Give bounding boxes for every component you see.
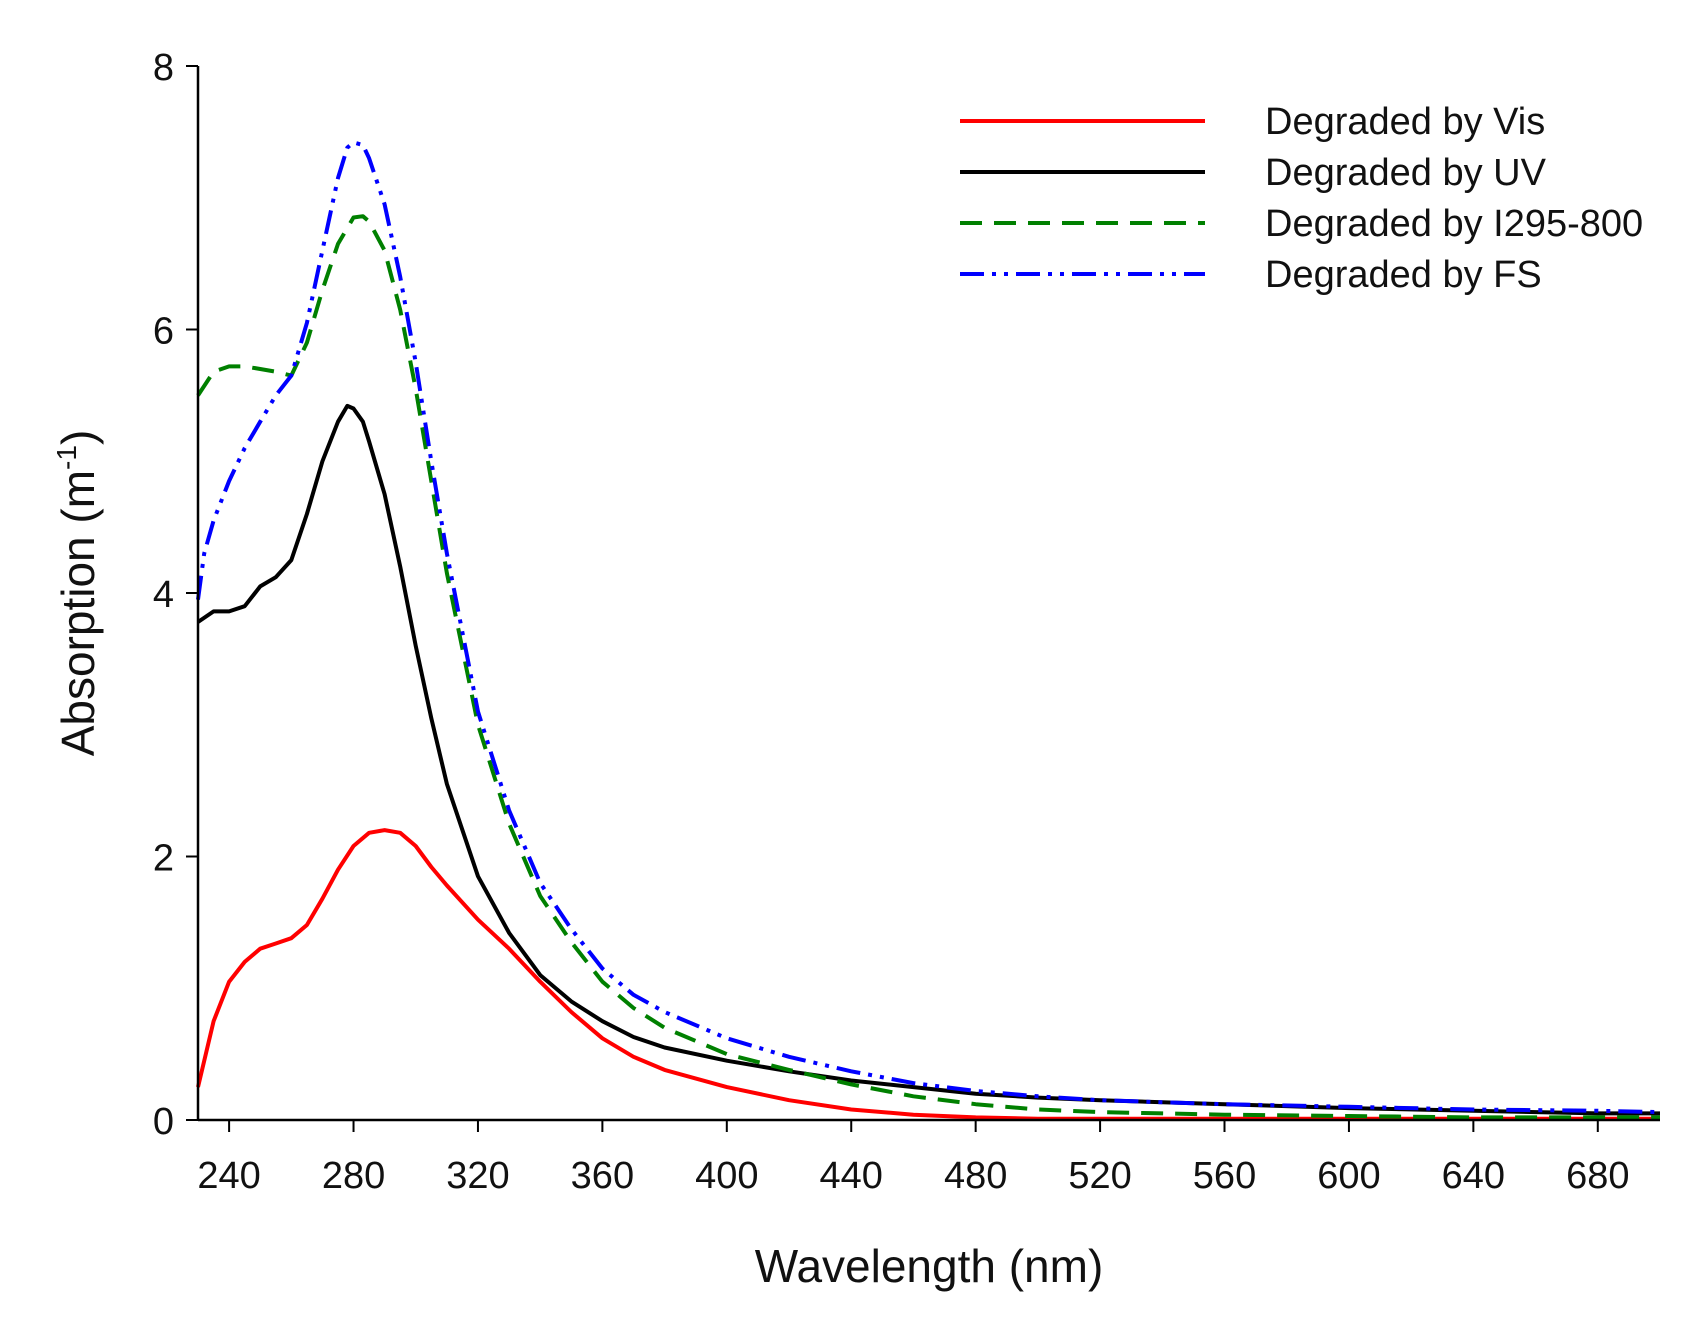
x-tick-label: 400	[695, 1155, 758, 1197]
series-line-degraded-by-vis	[196, 828, 1660, 1121]
x-tick-label: 280	[322, 1155, 385, 1197]
y-tick-label: 8	[153, 47, 174, 89]
y-axis-title-close: )	[52, 430, 104, 445]
x-tick-label: 680	[1566, 1155, 1629, 1197]
series-line-degraded-by-fs	[196, 140, 1661, 1115]
y-axis-title-superscript: -1	[51, 445, 82, 470]
series-lines	[196, 140, 1661, 1121]
x-tick-label: 560	[1193, 1155, 1256, 1197]
y-tick-label: 2	[153, 838, 174, 880]
x-tick-label: 600	[1317, 1155, 1380, 1197]
y-tick-label: 4	[153, 574, 174, 616]
x-tick-label: 520	[1068, 1155, 1131, 1197]
x-tick-label: 320	[446, 1155, 509, 1197]
x-tick-label: 480	[944, 1155, 1007, 1197]
x-tick-label: 640	[1442, 1155, 1505, 1197]
x-tick-label: 240	[197, 1155, 260, 1197]
legend-label: Degraded by FS	[1265, 254, 1542, 296]
y-axis-title: Absorption (m-1)	[51, 430, 104, 757]
legend: Degraded by Vis Degraded by UV Degraded by…	[960, 101, 1643, 296]
series-line-degraded-by-uv	[196, 403, 1660, 1116]
axis-ticks: 240 280 320 360 400 440 480 520 560 600 640 680 0 2 4 6…	[153, 47, 1630, 1197]
y-tick-label: 6	[153, 311, 174, 353]
x-tick-label: 360	[571, 1155, 634, 1197]
y-tick-label: 0	[153, 1101, 174, 1143]
legend-label: Degraded by I295-800	[1265, 203, 1643, 245]
legend-label: Degraded by Vis	[1265, 101, 1545, 143]
series-line-degraded-by-i295-800	[196, 214, 1660, 1120]
legend-label: Degraded by UV	[1265, 152, 1547, 194]
x-axis-title: Wavelength (nm)	[755, 1240, 1104, 1292]
x-tick-label: 440	[820, 1155, 883, 1197]
y-axis-title-main: Absorption (m	[52, 470, 104, 756]
